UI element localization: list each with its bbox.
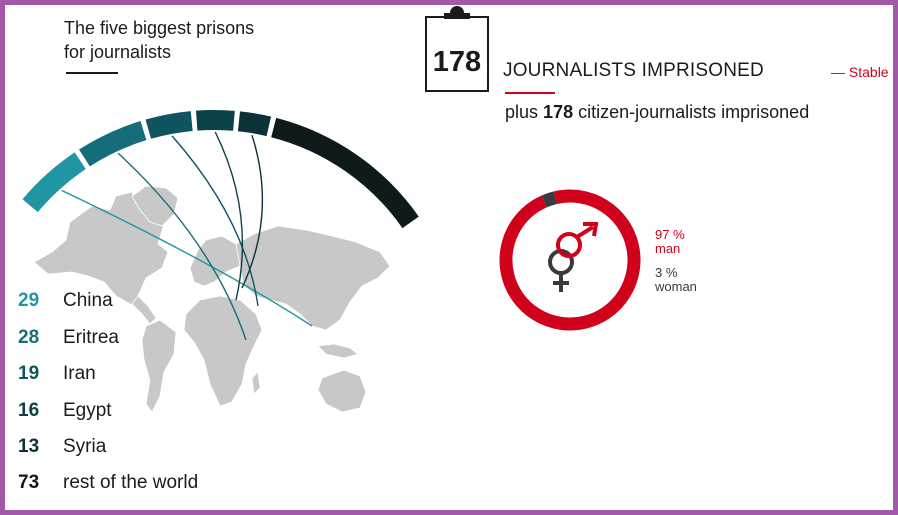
male-symbol-arrow-shaft <box>575 225 595 239</box>
flow-line-egypt <box>214 131 244 301</box>
imprisoned-label: JOURNALISTS IMPRISONED <box>503 60 764 81</box>
world-map <box>33 185 391 413</box>
man-pct-label: man <box>655 241 681 256</box>
legend-label: Syria <box>63 436 107 457</box>
headline-rule <box>66 72 118 74</box>
headline-line-1: The five biggest prisons <box>64 18 255 38</box>
citizen-prefix: plus <box>505 102 539 122</box>
woman-pct-value: 3 % <box>655 265 678 280</box>
arc-segments <box>22 110 419 229</box>
citizen-count: 178 <box>543 102 574 122</box>
map-madagascar <box>251 371 261 395</box>
man-pct-value: 97 % <box>655 227 685 242</box>
flow-lines <box>61 131 313 341</box>
imprisoned-count: 178 <box>432 46 482 78</box>
legend-value: 13 <box>18 436 40 457</box>
legend-label: Eritrea <box>63 327 119 348</box>
flow-line-china <box>61 189 313 327</box>
map-australia <box>317 369 367 413</box>
flow-line-iran <box>171 135 259 307</box>
arc-segment-egypt <box>195 110 235 131</box>
arc-segment-eritrea <box>79 121 147 167</box>
map-indonesia <box>317 343 359 359</box>
legend-label: rest of the world <box>63 472 199 493</box>
map-north-america <box>33 191 169 309</box>
map-south-america <box>141 319 177 413</box>
legend-label: Egypt <box>63 400 112 421</box>
arc-segment-iran <box>145 111 193 139</box>
legend-value: 29 <box>18 290 40 311</box>
legend-value: 19 <box>18 363 40 384</box>
male-symbol-arrow-head <box>583 222 599 237</box>
map-asia <box>235 225 391 331</box>
imprisoned-rule <box>505 92 555 94</box>
arc-segment-rest-of-the-world <box>271 117 419 229</box>
map-central-america <box>131 295 157 325</box>
man-percentage: 97 % man <box>655 228 685 256</box>
flow-line-eritrea <box>117 152 247 341</box>
clipboard-icon <box>425 16 489 92</box>
legend-value: 16 <box>18 400 40 421</box>
arc-segment-china <box>22 152 86 213</box>
legend-value: 28 <box>18 327 40 348</box>
legend-value: 73 <box>18 472 40 493</box>
legend-label: China <box>63 290 113 311</box>
citizen-suffix: citizen-journalists imprisoned <box>578 102 810 122</box>
legend-label: Iran <box>63 363 96 384</box>
male-symbol-icon <box>556 232 582 258</box>
gender-symbol-icon <box>548 222 599 292</box>
headline-line-2: for journalists <box>64 42 172 62</box>
citizen-journalists-line: plus 178 citizen-journalists imprisoned <box>505 102 809 123</box>
clipboard-clip-bar <box>444 13 470 19</box>
woman-percentage: 3 % woman <box>655 266 697 294</box>
map-africa <box>183 295 263 407</box>
donut-slice-woman <box>499 189 641 331</box>
woman-pct-label: woman <box>655 279 697 294</box>
map-greenland <box>131 185 179 227</box>
arc-segment-syria <box>237 111 272 137</box>
headline: The five biggest prisons for journalists <box>64 16 324 64</box>
flow-line-syria <box>241 134 264 289</box>
trend-indicator: — Stable <box>831 64 889 80</box>
gender-donut <box>499 189 641 331</box>
clipboard-clip-icon <box>450 6 464 16</box>
